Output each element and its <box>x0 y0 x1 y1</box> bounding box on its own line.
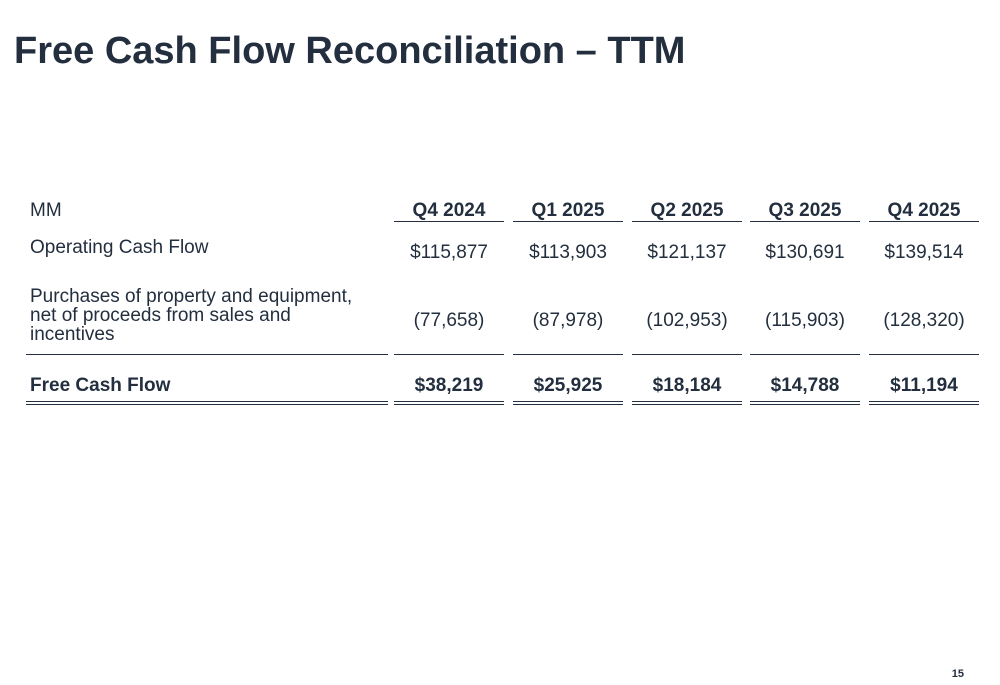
cell-value: $115,877 <box>410 242 488 263</box>
row-label: Purchases of property and equipment, net… <box>30 286 353 345</box>
total-underline <box>394 401 504 405</box>
header-underline <box>632 221 742 222</box>
total-underline <box>750 401 860 405</box>
column-header: Q1 2025 <box>531 200 605 221</box>
header-underline <box>750 221 860 222</box>
header-underline <box>394 221 504 222</box>
cell-value: $130,691 <box>765 242 845 263</box>
cell-value: (128,320) <box>883 310 965 331</box>
cell-value: $25,925 <box>533 375 603 396</box>
header-underline <box>513 221 623 222</box>
cell-value: (115,903) <box>765 310 845 331</box>
subtotal-rule <box>26 354 388 355</box>
total-underline <box>869 401 979 405</box>
subtotal-rule <box>869 354 979 355</box>
cell-value: $139,514 <box>884 242 964 263</box>
page-number: 15 <box>951 668 964 680</box>
column-header: Q4 2025 <box>887 200 961 221</box>
total-underline <box>513 401 623 405</box>
row-label: Free Cash Flow <box>30 375 171 396</box>
subtotal-rule <box>750 354 860 355</box>
subtotal-rule <box>513 354 623 355</box>
header-label: MM <box>30 200 62 221</box>
slide-title: Free Cash Flow Reconciliation – TTM <box>14 30 686 72</box>
column-header: Q4 2024 <box>412 200 486 221</box>
total-underline <box>26 401 388 405</box>
column-header: Q2 2025 <box>650 200 724 221</box>
cell-value: $11,194 <box>890 375 958 396</box>
subtotal-rule <box>394 354 504 355</box>
cell-value: (87,978) <box>532 310 604 331</box>
column-header: Q3 2025 <box>768 200 842 221</box>
cell-value: (102,953) <box>646 310 728 331</box>
cell-value: $38,219 <box>414 375 484 396</box>
cell-value: $18,184 <box>652 375 722 396</box>
row-label: Operating Cash Flow <box>30 237 209 258</box>
total-underline <box>632 401 742 405</box>
subtotal-rule <box>632 354 742 355</box>
cell-value: (77,658) <box>413 310 485 331</box>
cell-value: $121,137 <box>647 242 727 263</box>
cell-value: $113,903 <box>529 242 607 263</box>
cell-value: $14,788 <box>770 375 840 396</box>
header-underline <box>869 221 979 222</box>
